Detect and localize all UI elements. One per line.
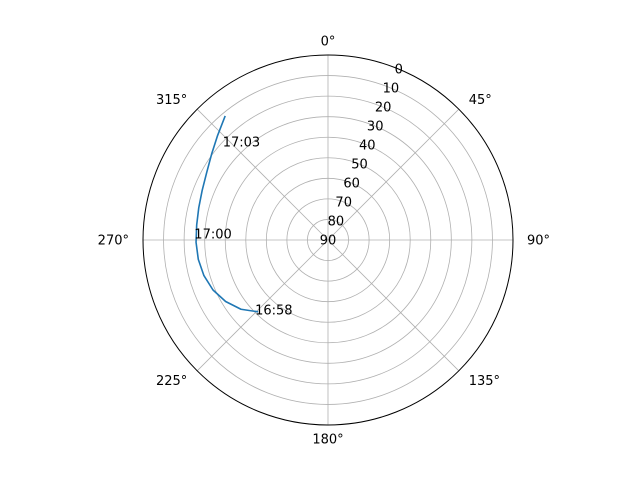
angle-gridline: [196, 108, 329, 241]
angle-tick-label: 315°: [156, 93, 187, 108]
angle-tick-label: 225°: [156, 374, 187, 389]
radial-gridline: [163, 75, 493, 405]
angle-tick-label: 135°: [469, 374, 500, 389]
angle-gridline: [196, 239, 329, 372]
polar-axis: [142, 54, 514, 426]
radial-gridline: [307, 219, 349, 261]
angle-tick-label: 45°: [469, 93, 492, 108]
series-layer: [195, 115, 259, 313]
series-line: [195, 115, 259, 313]
angle-tick-label: 0°: [321, 35, 336, 50]
radial-tick-label: 30: [367, 120, 384, 135]
angle-gridline: [327, 239, 460, 372]
radial-tick-label: 80: [328, 215, 345, 230]
radial-gridline: [204, 116, 452, 364]
radial-gridline: [183, 95, 473, 385]
radial-tick-label: 20: [375, 101, 392, 116]
radial-tick-label: 50: [351, 158, 368, 173]
time-annotation: 16:58: [255, 304, 292, 319]
angle-tick-label: 90°: [527, 234, 550, 249]
time-annotation: 17:03: [223, 136, 260, 151]
polar-frame: [142, 54, 514, 426]
radial-tick-label: 90: [320, 234, 337, 249]
radial-tick-label: 0: [395, 63, 403, 78]
radial-gridline: [224, 136, 432, 344]
polar-grid: [143, 55, 513, 425]
labels-layer: 0° 45° 90° 135° 180° 225° 270° 315° 0 10 20 30 40 50 6…: [98, 35, 550, 448]
radial-gridline: [286, 198, 370, 282]
radial-tick-label: 70: [335, 196, 352, 211]
time-annotation: 17:00: [194, 228, 231, 243]
radial-tick-label: 60: [343, 177, 360, 192]
angle-tick-label: 270°: [98, 234, 129, 249]
radial-gridline: [265, 177, 391, 303]
radial-gridline: [245, 157, 411, 323]
radial-tick-label: 40: [359, 139, 376, 154]
angle-gridline: [327, 108, 460, 241]
angle-tick-label: 180°: [312, 433, 343, 448]
radial-tick-label: 10: [383, 82, 400, 97]
